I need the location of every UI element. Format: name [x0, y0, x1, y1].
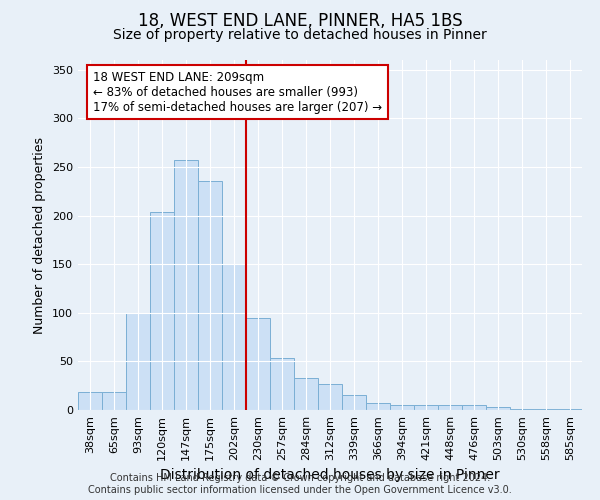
Text: 18 WEST END LANE: 209sqm
← 83% of detached houses are smaller (993)
17% of semi-: 18 WEST END LANE: 209sqm ← 83% of detach… — [93, 70, 382, 114]
Bar — [318, 384, 342, 410]
Bar — [342, 396, 366, 410]
Bar — [270, 358, 294, 410]
Bar — [78, 392, 102, 410]
Y-axis label: Number of detached properties: Number of detached properties — [34, 136, 46, 334]
Bar — [246, 318, 270, 410]
Bar — [462, 405, 486, 410]
Text: Contains HM Land Registry data © Crown copyright and database right 2024.
Contai: Contains HM Land Registry data © Crown c… — [88, 474, 512, 495]
Bar — [294, 378, 318, 410]
Bar — [390, 405, 414, 410]
Bar — [174, 160, 198, 410]
X-axis label: Distribution of detached houses by size in Pinner: Distribution of detached houses by size … — [160, 468, 500, 482]
Text: Size of property relative to detached houses in Pinner: Size of property relative to detached ho… — [113, 28, 487, 42]
Bar — [198, 180, 222, 410]
Bar — [534, 409, 558, 410]
Bar — [486, 407, 510, 410]
Bar — [414, 405, 438, 410]
Bar — [126, 313, 150, 410]
Bar — [558, 409, 582, 410]
Bar — [150, 212, 174, 410]
Bar — [366, 403, 390, 410]
Text: 18, WEST END LANE, PINNER, HA5 1BS: 18, WEST END LANE, PINNER, HA5 1BS — [137, 12, 463, 30]
Bar — [438, 405, 462, 410]
Bar — [222, 264, 246, 410]
Bar — [510, 409, 534, 410]
Bar — [102, 392, 126, 410]
